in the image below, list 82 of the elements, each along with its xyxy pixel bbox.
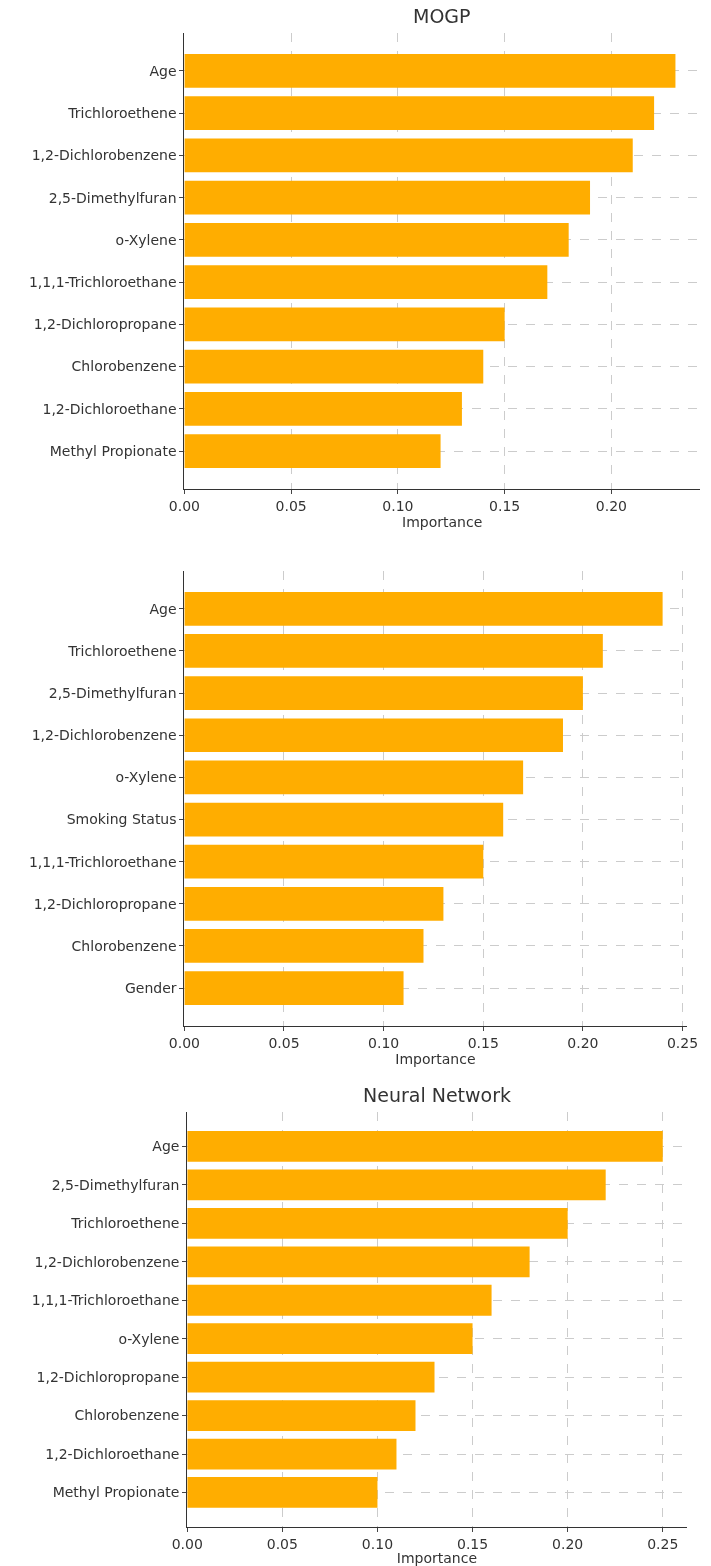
bar: [184, 434, 441, 468]
y-tick-label: Methyl Propionate: [49, 442, 177, 459]
x-tick-label: 0.10: [382, 497, 414, 514]
y-tick-label: Trichloroethene: [70, 1215, 180, 1232]
x-tick-label: 0.15: [489, 497, 521, 514]
x-tick-label: 0.05: [275, 497, 307, 514]
y-tick-label: 1,2-Dichloroethane: [42, 400, 177, 417]
x-tick-label: 0.05: [268, 1034, 300, 1051]
x-tick-label: 0.25: [647, 1535, 679, 1552]
bar: [184, 180, 591, 215]
x-axis-title: Importance: [402, 514, 483, 531]
bar: [184, 265, 548, 300]
y-tick-label: 2,5-Dimethylfuran: [51, 1176, 180, 1193]
bar: [184, 802, 504, 837]
y-tick-label: 1,1,1-Trichloroethane: [31, 1292, 180, 1309]
y-tick-label: 1,2-Dichlorobenzene: [34, 1253, 180, 1270]
y-tick-label: Gender: [124, 980, 177, 996]
y-tick-label: 2,5-Dimethylfuran: [48, 685, 177, 702]
bar: [184, 591, 663, 626]
y-tick-label: Age: [152, 1138, 180, 1155]
bar: [184, 54, 676, 88]
bar: [187, 1438, 397, 1470]
bar: [184, 718, 563, 753]
y-tick-label: Chlorobenzene: [71, 358, 177, 375]
y-tick-label: Trichloroethene: [67, 642, 177, 659]
bar: [184, 634, 603, 668]
x-tick-label: 0.00: [171, 1535, 203, 1552]
y-tick-label: Age: [149, 600, 177, 617]
y-tick-label: 2,5-Dimethylfuran: [48, 189, 177, 206]
y-tick-label: 1,1,1-Trichloroethane: [28, 853, 177, 870]
x-tick-label: 0.00: [168, 1034, 200, 1051]
x-tick-label: 0.05: [266, 1535, 298, 1552]
x-tick-label: 0.10: [361, 1535, 394, 1552]
y-tick-label: Age: [149, 62, 177, 79]
x-tick-label: 0.10: [368, 1034, 400, 1051]
x-tick-label: 0.20: [552, 1535, 584, 1552]
x-tick-label: 0.15: [467, 1034, 499, 1051]
bar: [184, 844, 484, 879]
bar: [187, 1169, 606, 1201]
bar: [184, 971, 404, 1005]
bar: [187, 1477, 378, 1508]
bar: [187, 1284, 492, 1316]
bar: [184, 138, 633, 173]
y-tick-label: o-Xylene: [115, 769, 177, 786]
y-tick-label: o-Xylene: [118, 1330, 180, 1347]
bar: [187, 1361, 435, 1393]
bar: [187, 1400, 416, 1431]
chart-title: Neural Network: [363, 1084, 512, 1106]
y-tick-label: Chlorobenzene: [71, 937, 177, 954]
bar: [187, 1207, 568, 1239]
bar: [184, 222, 569, 257]
bar: [187, 1131, 663, 1162]
y-tick-label: 1,1,1-Trichloroethane: [28, 274, 177, 291]
bar: [184, 929, 424, 963]
y-tick-label: 1,2-Dichloropropane: [33, 316, 177, 333]
x-tick-label: 0.20: [595, 497, 627, 514]
y-tick-label: o-Xylene: [115, 231, 177, 248]
bar: [184, 676, 583, 710]
x-tick-label: 0.20: [567, 1034, 599, 1051]
y-tick-label: Methyl Propionate: [52, 1484, 180, 1501]
x-tick-label: 0.00: [168, 497, 200, 514]
y-tick-label: Trichloroethene: [67, 105, 177, 122]
y-tick-label: 1,2-Dichloroethane: [45, 1445, 180, 1462]
x-axis-title: Importance: [396, 1550, 477, 1566]
bar: [184, 307, 505, 342]
bar: [187, 1246, 530, 1278]
y-tick-label: Smoking Status: [66, 811, 177, 828]
y-tick-label: 1,2-Dichlorobenzene: [31, 727, 177, 744]
x-axis-title: Importance: [395, 1051, 476, 1068]
bar: [184, 886, 444, 921]
y-tick-label: 1,2-Dichlorobenzene: [31, 147, 177, 164]
bar: [184, 96, 655, 131]
y-tick-label: 1,2-Dichloropropane: [33, 895, 177, 912]
bar: [184, 349, 484, 384]
chart-title: MOGP: [413, 5, 471, 27]
y-tick-label: 1,2-Dichloropropane: [36, 1369, 180, 1386]
x-tick-label: 0.25: [666, 1034, 699, 1051]
bar: [187, 1323, 473, 1355]
x-tick-label: 0.15: [456, 1535, 489, 1552]
bar: [184, 391, 462, 426]
bar: [184, 760, 524, 795]
y-tick-label: Chlorobenzene: [74, 1407, 180, 1424]
